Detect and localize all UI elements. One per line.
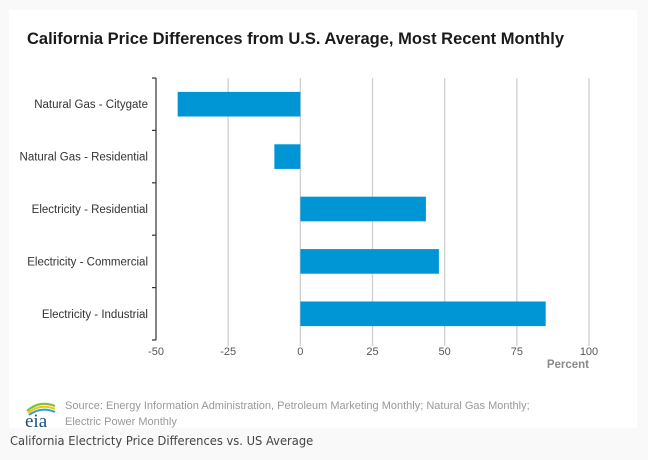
source-line-2: Electric Power Monthly [65, 416, 177, 428]
svg-text:eia: eia [25, 411, 48, 428]
bar [274, 144, 301, 169]
eia-logo: eia [25, 402, 56, 428]
chart-card: California Price Differences from U.S. A… [9, 10, 637, 428]
category-label: Electricity - Residential [32, 204, 148, 216]
source-line-1: Source: Energy Information Administratio… [65, 400, 530, 412]
x-tick-label: 50 [439, 346, 451, 358]
figure-caption: California Electricty Price Differences … [10, 433, 314, 448]
category-label: Natural Gas - Citygate [34, 99, 148, 111]
x-tick-label: 0 [297, 346, 303, 358]
category-label: Electricity - Commercial [27, 256, 148, 268]
source-note: Source: Energy Information Administratio… [65, 398, 585, 430]
bar [300, 196, 426, 222]
x-axis-title: Percent [547, 359, 589, 371]
bar [300, 301, 546, 327]
category-label: Natural Gas - Residential [20, 152, 148, 164]
chart-title: California Price Differences from U.S. A… [27, 30, 564, 48]
bar [177, 91, 301, 117]
category-label: Electricity - Industrial [42, 309, 148, 321]
x-tick-label: 100 [580, 346, 598, 358]
x-tick-label: -50 [148, 346, 164, 358]
x-tick-label: 25 [366, 346, 378, 358]
x-tick-label: -25 [220, 346, 236, 358]
x-tick-label: 75 [511, 346, 523, 358]
bar [300, 249, 439, 274]
